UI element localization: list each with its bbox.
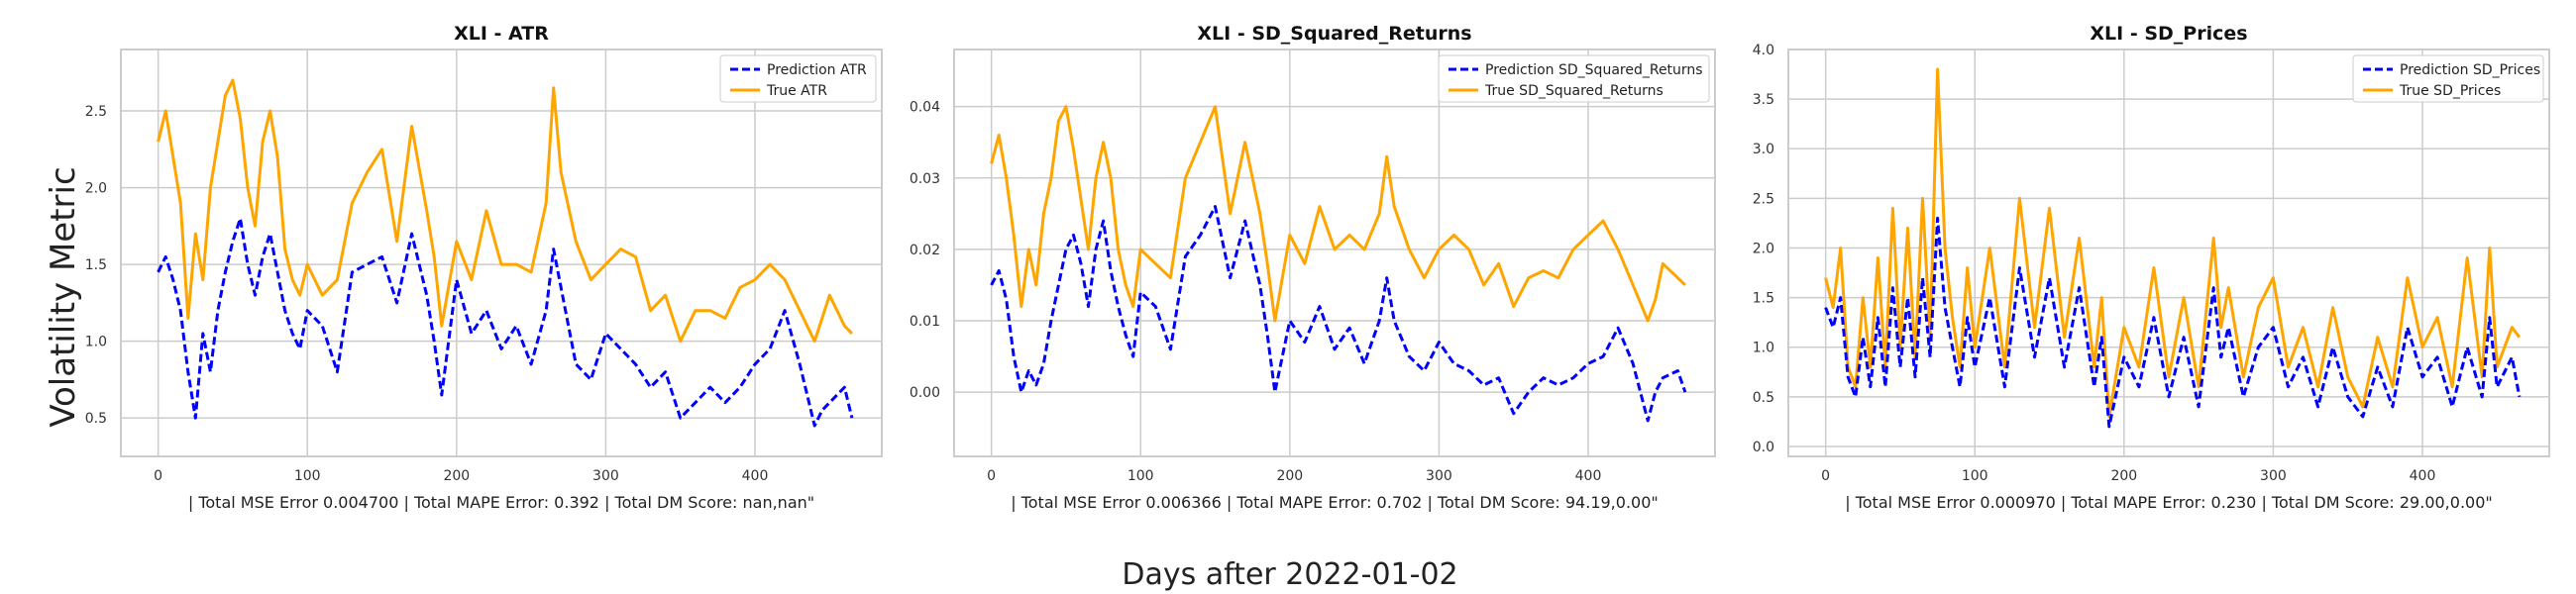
series-lines — [157, 78, 854, 428]
x-tick-label: 200 — [2110, 468, 2137, 484]
y-tick-label: 0.03 — [910, 171, 940, 187]
chart-title: XLI - SD_Prices — [2090, 23, 2247, 45]
legend-label-true: True SD_Squared_Returns — [1484, 83, 1664, 99]
chart-panel-sd-prices: XLI - SD_Prices 0 100 200 300 400 0.0 0.5 1.0 1… — [1753, 23, 2550, 512]
chart-panel-sd-squared-returns: XLI - SD_Squared_Returns 0 100 200 300 400 0… — [910, 23, 1716, 512]
y-tick-label: 2.5 — [85, 104, 107, 120]
y-tick-label: 2.0 — [1753, 241, 1774, 256]
y-tick-label: 0.5 — [1753, 390, 1774, 406]
series-line-prediction — [157, 217, 854, 428]
series-line-true — [157, 78, 853, 344]
legend-label-prediction: Prediction SD_Squared_Returns — [1485, 62, 1703, 78]
x-tick-label: 300 — [2260, 468, 2287, 484]
legend-box — [1438, 54, 1710, 103]
y-tick-label: 1.0 — [85, 335, 107, 350]
y-tick-label: 3.0 — [1753, 142, 1774, 157]
chart-title: XLI - SD_Squared_Returns — [1197, 23, 1471, 45]
legend: Prediction SD_Prices True SD_Prices — [2352, 54, 2544, 103]
series-line-true — [1824, 67, 2522, 419]
legend-box — [2352, 54, 2544, 103]
plot-frame — [120, 49, 883, 457]
x-tick-label: 400 — [742, 468, 769, 484]
chart-panel-atr: XLI - ATR 0 100 200 300 400 0.51.01.52.02.5 … — [85, 23, 883, 512]
y-tick-labels: 0.0 0.5 1.0 1.5 2.0 2.5 3.0 3.5 4.0 — [1753, 43, 1774, 455]
y-tick-labels: 0.5 1.0 1.5 2.0 2.5 — [85, 104, 107, 427]
x-tick-label: 400 — [2410, 468, 2436, 484]
x-tick-label: 0 — [154, 468, 162, 484]
legend: Prediction SD_Squared_Returns True SD_Sq… — [1438, 54, 1710, 103]
series-line-prediction — [990, 205, 1687, 423]
y-tick-label: 0.04 — [910, 100, 940, 116]
legend-label-true: True SD_Prices — [2399, 83, 2501, 99]
y-tick-label: 0.00 — [910, 385, 940, 401]
y-tick-label: 0.0 — [1753, 440, 1774, 455]
series-lines — [990, 105, 1687, 423]
y-tick-label: 4.0 — [1753, 43, 1774, 58]
y-tick-label: 1.0 — [1753, 341, 1774, 356]
x-tick-label: 100 — [1962, 468, 1988, 484]
error-summary-label: | Total MSE Error 0.004700 | Total MAPE … — [188, 493, 814, 512]
x-tick-label: 300 — [1426, 468, 1452, 484]
y-tick-label: 0.02 — [910, 243, 940, 258]
grid-lines — [121, 50, 882, 456]
x-tick-labels: 0 100 200 300 400 — [987, 468, 1601, 484]
x-tick-label: 400 — [1575, 468, 1602, 484]
error-summary-label: | Total MSE Error 0.006366 | Total MAPE … — [1011, 493, 1659, 512]
legend-label-prediction: Prediction SD_Prices — [2400, 62, 2540, 78]
x-tick-label: 0 — [1821, 468, 1830, 484]
x-tick-label: 0 — [987, 468, 996, 484]
x-tick-label: 100 — [294, 468, 321, 484]
figure-y-axis-label: Volatility Metric — [44, 166, 83, 427]
y-tick-labels: 0.00 0.01 0.02 0.03 0.04 — [910, 100, 940, 401]
series-lines — [1824, 67, 2522, 429]
legend: Prediction ATR True ATR — [719, 54, 877, 103]
figure-x-axis-label: Days after 2022-01-02 — [1122, 557, 1457, 592]
legend-label-true: True ATR — [766, 83, 827, 99]
error-summary-label: | Total MSE Error 0.000970 | Total MAPE … — [1845, 493, 2493, 512]
y-tick-label: 1.5 — [1753, 291, 1774, 307]
y-tick-label: 3.5 — [1753, 92, 1774, 108]
x-tick-label: 200 — [1276, 468, 1303, 484]
x-tick-labels: 0 100 200 300 400 — [154, 468, 768, 484]
y-tick-label: 2.0 — [85, 181, 107, 197]
y-tick-label: 1.5 — [85, 257, 107, 273]
legend-label-prediction: Prediction ATR — [767, 62, 867, 78]
y-tick-label: 2.5 — [1753, 191, 1774, 207]
x-tick-label: 100 — [1127, 468, 1154, 484]
grid-lines — [954, 50, 1715, 456]
x-tick-label: 200 — [443, 468, 470, 484]
series-line-true — [990, 105, 1686, 323]
x-tick-label: 300 — [592, 468, 619, 484]
y-tick-label: 0.01 — [910, 314, 940, 330]
y-tick-label: 0.5 — [85, 411, 107, 427]
series-line-prediction — [1824, 216, 2522, 429]
chart-title: XLI - ATR — [454, 23, 549, 45]
x-tick-labels: 0 100 200 300 400 — [1821, 468, 2435, 484]
plot-frame — [953, 49, 1716, 457]
